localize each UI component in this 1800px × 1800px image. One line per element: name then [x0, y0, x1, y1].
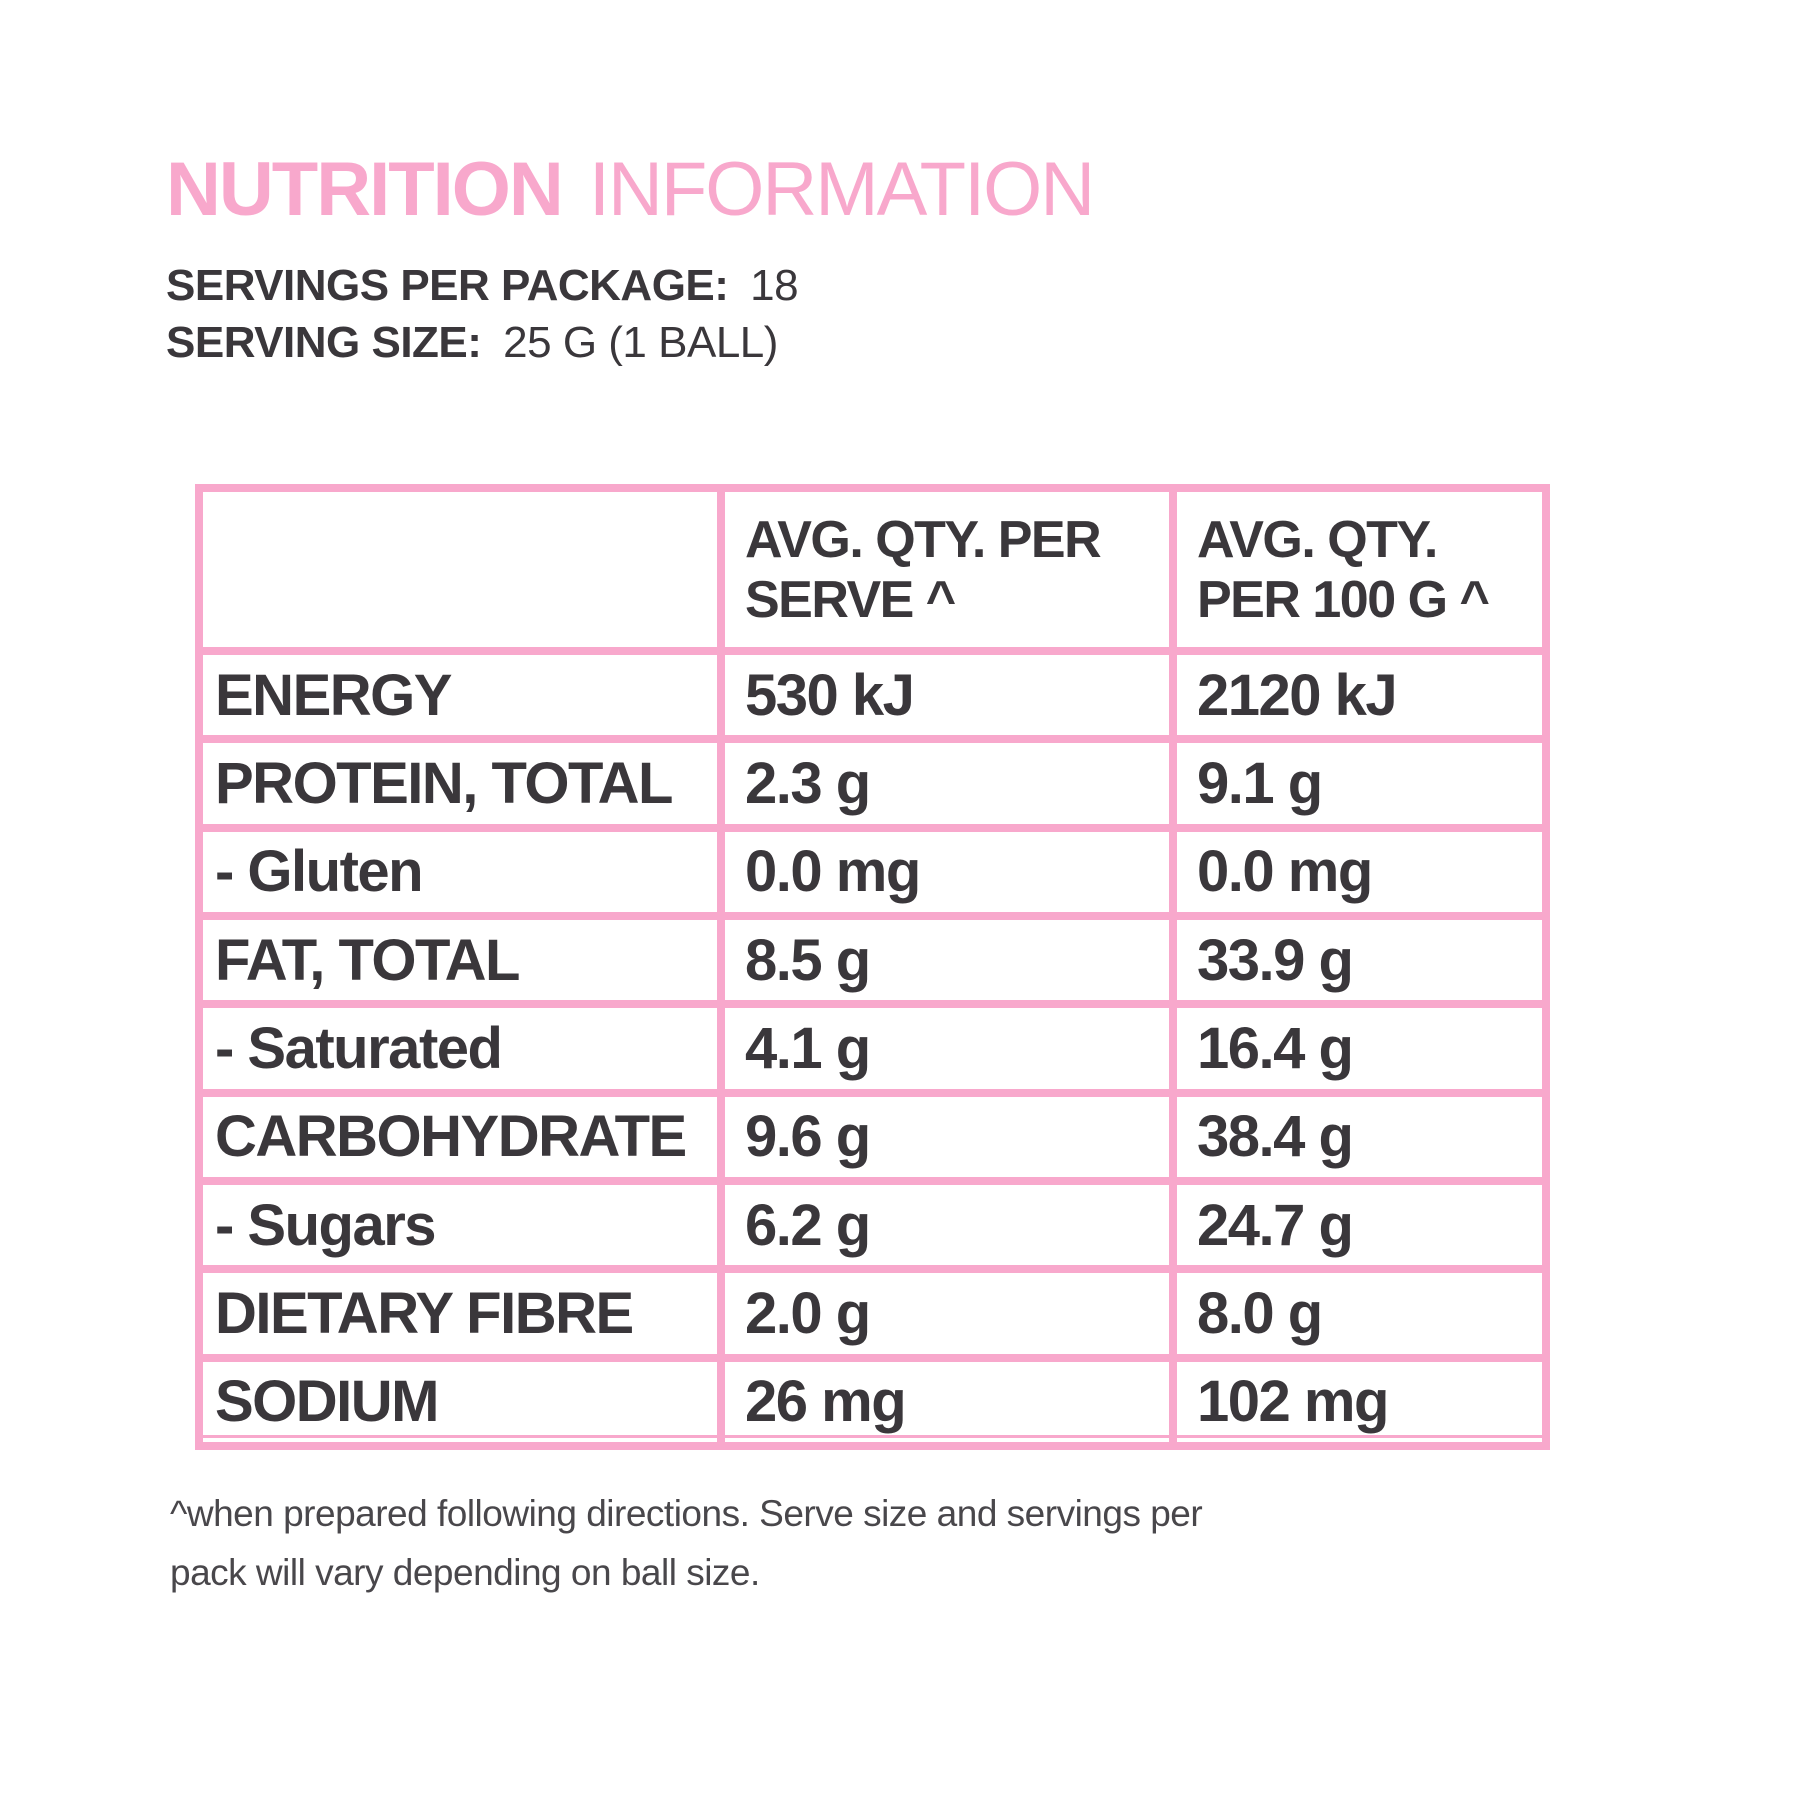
- row-saturated-per-serve: 4.1 g: [725, 1008, 1169, 1089]
- servings-per-package-line: SERVINGS PER PACKAGE: 18: [166, 258, 799, 314]
- row-sodium-label: SODIUM: [203, 1361, 717, 1442]
- row-energy-label: ENERGY: [203, 655, 717, 736]
- row-sodium-per-serve: 26 mg: [725, 1361, 1169, 1442]
- serving-meta: SERVINGS PER PACKAGE: 18 SERVING SIZE: 2…: [166, 258, 799, 372]
- table-header-per-100g-line1: AVG. QTY.: [1197, 510, 1438, 569]
- serving-size-line: SERVING SIZE: 25 G (1 BALL): [166, 315, 798, 371]
- page-title-bold: NUTRITION: [166, 147, 564, 232]
- row-gluten-per-serve: 0.0 mg: [725, 831, 1169, 912]
- table-bottom-inner-rule: [203, 1435, 1542, 1438]
- row-fat-label: FAT, TOTAL: [203, 920, 717, 1001]
- row-fat-per-serve: 8.5 g: [725, 920, 1169, 1001]
- table-header-per-serve-line2: SERVE ^: [745, 570, 956, 629]
- serving-size-value: 25 G (1 BALL): [503, 318, 778, 367]
- row-gluten-per-100g: 0.0 mg: [1177, 831, 1542, 912]
- row-fibre-per-serve: 2.0 g: [725, 1273, 1169, 1354]
- row-energy-per-serve: 530 kJ: [725, 655, 1169, 736]
- row-sodium-per-100g: 102 mg: [1177, 1361, 1542, 1442]
- row-fat-per-100g: 33.9 g: [1177, 920, 1542, 1001]
- table-header-empty: [203, 492, 717, 647]
- row-gluten-label: - Gluten: [203, 831, 717, 912]
- row-protein-per-serve: 2.3 g: [725, 743, 1169, 824]
- row-carbohydrate-label: CARBOHYDRATE: [203, 1096, 717, 1177]
- footnote-line-2: pack will vary depending on ball size.: [170, 1552, 760, 1593]
- row-fibre-label: DIETARY FIBRE: [203, 1273, 717, 1354]
- row-energy-per-100g: 2120 kJ: [1177, 655, 1542, 736]
- row-fibre-per-100g: 8.0 g: [1177, 1273, 1542, 1354]
- row-sugars-per-serve: 6.2 g: [725, 1185, 1169, 1266]
- row-protein-label: PROTEIN, TOTAL: [203, 743, 717, 824]
- page-title-regular: INFORMATION: [588, 147, 1095, 232]
- row-saturated-label: - Saturated: [203, 1008, 717, 1089]
- row-carbohydrate-per-serve: 9.6 g: [725, 1096, 1169, 1177]
- table-header-per-serve: AVG. QTY. PER SERVE ^: [725, 492, 1169, 647]
- row-sugars-per-100g: 24.7 g: [1177, 1185, 1542, 1266]
- table-header-per-100g-line2: PER 100 G ^: [1197, 570, 1490, 629]
- servings-per-package-label: SERVINGS PER PACKAGE:: [166, 261, 729, 310]
- page-title: NUTRITION INFORMATION: [166, 147, 1095, 232]
- row-protein-per-100g: 9.1 g: [1177, 743, 1542, 824]
- nutrition-table: AVG. QTY. PER SERVE ^ AVG. QTY. PER 100 …: [195, 484, 1550, 1450]
- row-carbohydrate-per-100g: 38.4 g: [1177, 1096, 1542, 1177]
- serving-size-label: SERVING SIZE:: [166, 318, 482, 367]
- row-sugars-label: - Sugars: [203, 1185, 717, 1266]
- row-saturated-per-100g: 16.4 g: [1177, 1008, 1542, 1089]
- footnote-line-1: ^when prepared following directions. Ser…: [170, 1493, 1203, 1534]
- table-header-per-serve-line1: AVG. QTY. PER: [745, 510, 1102, 569]
- table-header-per-100g: AVG. QTY. PER 100 G ^: [1177, 492, 1542, 647]
- footnote: ^when prepared following directions. Ser…: [170, 1484, 1203, 1602]
- servings-per-package-value: 18: [750, 261, 799, 310]
